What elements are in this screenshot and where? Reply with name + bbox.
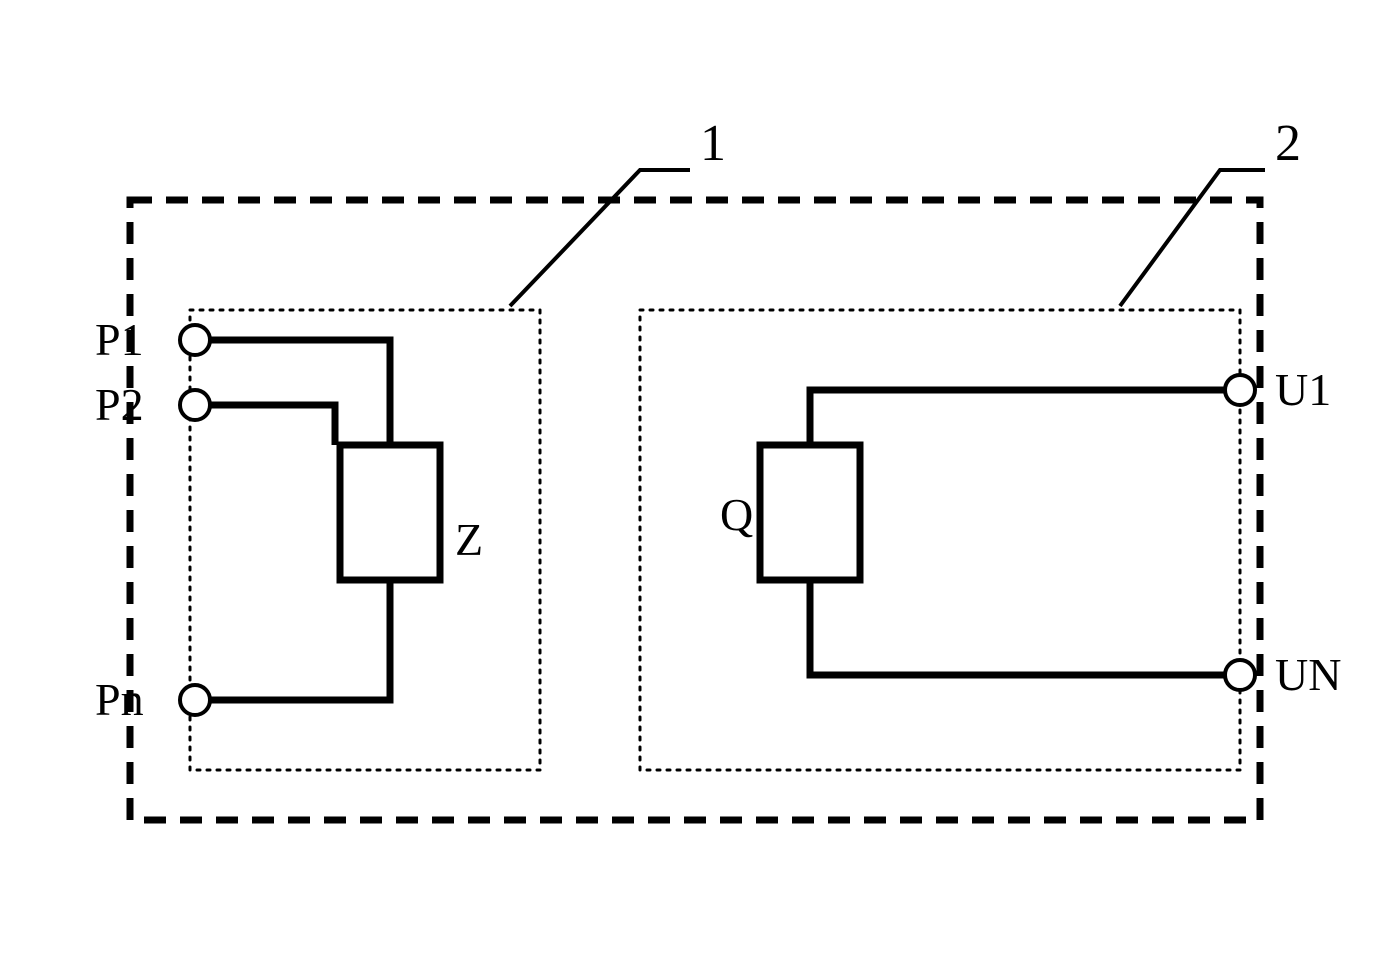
component-Z [340,445,440,580]
callout-label-1: 1 [700,115,726,172]
callout-leader-2 [1120,170,1265,306]
wire-U1 [810,390,1225,445]
terminal-Pn [180,685,210,715]
terminal-label-P1: P1 [95,314,144,365]
wire-UN [810,580,1225,675]
terminal-label-U1: U1 [1275,364,1331,415]
component-label-Z: Z [455,514,483,565]
terminal-label-UN: UN [1275,649,1341,700]
terminal-UN [1225,660,1255,690]
outer-enclosure [130,200,1260,820]
wire-P2 [210,405,335,445]
terminal-label-P2: P2 [95,379,144,430]
terminal-P2 [180,390,210,420]
terminal-P1 [180,325,210,355]
component-label-Q: Q [720,489,753,540]
wire-Pn [210,580,390,700]
component-Q [760,445,860,580]
terminal-U1 [1225,375,1255,405]
module-2-boundary [640,310,1240,770]
terminal-label-Pn: Pn [95,674,144,725]
wire-P1 [210,340,390,445]
callout-leader-1 [510,170,690,306]
callout-label-2: 2 [1275,115,1301,172]
